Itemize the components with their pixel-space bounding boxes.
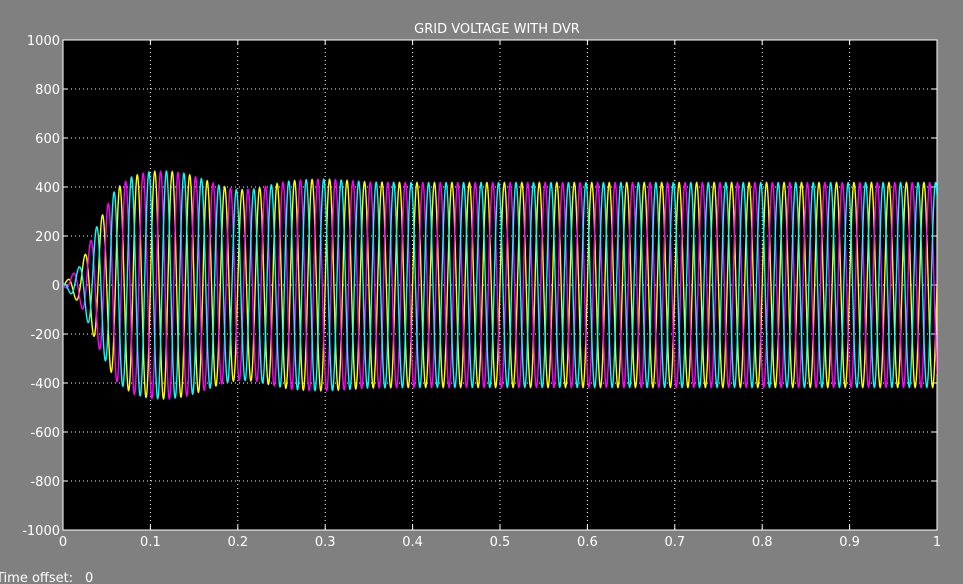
- y-tick-label: -600: [30, 426, 60, 441]
- x-tick-label: 0.5: [490, 535, 511, 550]
- y-tick-label: 800: [35, 83, 60, 98]
- x-tick-label: 0.4: [402, 535, 423, 550]
- time-offset-value: 0: [85, 571, 93, 584]
- y-tick-label: -1000: [22, 524, 60, 539]
- x-tick-label: 0.7: [664, 535, 685, 550]
- voltage-phase-3-line: [63, 170, 937, 400]
- x-tick-label: 1: [933, 535, 941, 550]
- x-tick-label: 0.8: [752, 535, 773, 550]
- y-tick-label: 600: [35, 132, 60, 147]
- waveform-traces: [63, 170, 937, 401]
- x-tick-label: 0: [59, 535, 67, 550]
- y-tick-label: 400: [35, 181, 60, 196]
- y-tick-label: -800: [30, 475, 60, 490]
- x-tick-label: 0.2: [227, 535, 248, 550]
- x-tick-label: 0.6: [577, 535, 598, 550]
- x-tick-label: 0.1: [140, 535, 161, 550]
- voltage-phase-2-line: [63, 170, 937, 400]
- voltage-phase-1-line: [63, 170, 937, 401]
- y-tick-label: -200: [30, 328, 60, 343]
- y-tick-label: 0: [52, 279, 60, 294]
- time-offset-label: Time offset:: [0, 571, 73, 584]
- y-tick-label: 1000: [27, 34, 60, 49]
- x-axis-ticks: 0 0.1 0.2 0.3 0.4 0.5 0.6 0.7 0.8 0.9 1: [59, 535, 941, 550]
- chart-title: GRID VOLTAGE WITH DVR: [414, 22, 580, 37]
- x-tick-label: 0.3: [315, 535, 336, 550]
- x-tick-label: 0.9: [839, 535, 860, 550]
- y-tick-label: 200: [35, 230, 60, 245]
- y-axis-ticks: 1000 800 600 400 200 0 -200 -400 -600 -800 -1000: [22, 34, 60, 539]
- y-tick-label: -400: [30, 377, 60, 392]
